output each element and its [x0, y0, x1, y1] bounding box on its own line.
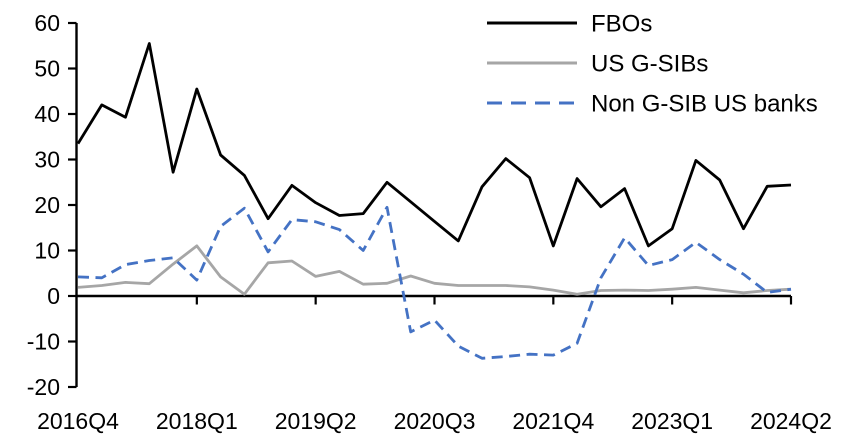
- y-tick-label: 0: [47, 283, 60, 309]
- legend-label: Non G-SIB US banks: [591, 91, 818, 118]
- series-lines: [76, 42, 792, 360]
- x-tick-label: 2023Q1: [631, 408, 713, 434]
- y-tick-label: 30: [34, 147, 60, 173]
- legend-item-non-g-sib-us-banks: Non G-SIB US banks: [487, 91, 818, 118]
- y-tick-label: 50: [34, 56, 60, 82]
- chart-legend: FBOs US G-SIBs Non G-SIB US banks: [487, 11, 818, 118]
- x-tick-label: 2018Q1: [156, 408, 238, 434]
- x-tick-label: 2021Q4: [512, 408, 594, 434]
- y-tick-label: 60: [34, 10, 60, 36]
- y-tick-label: 40: [34, 101, 60, 127]
- y-tick-label: 20: [34, 192, 60, 218]
- x-tick-label: 2019Q2: [275, 408, 357, 434]
- y-tick-label: 10: [34, 238, 60, 264]
- axes: 60 50 40 30 20 10 0 -10 -20 2016Q4 2018Q1 2019Q2 202…: [27, 10, 832, 434]
- legend-item-us-g-sibs: US G-SIBs: [487, 51, 708, 78]
- legend-label: US G-SIBs: [591, 51, 708, 78]
- legend-item-fbos: FBOs: [487, 11, 652, 38]
- series-line-us-g-sibs: [77, 244, 792, 296]
- x-tick-label: 2016Q4: [37, 408, 119, 434]
- series-line-non-g-sib-us-banks: [77, 205, 792, 360]
- y-tick-label: -20: [27, 374, 60, 400]
- x-tick-label: 2020Q3: [394, 408, 476, 434]
- series-line-fbos: [76, 42, 792, 248]
- legend-label: FBOs: [591, 11, 652, 38]
- y-tick-label: -10: [27, 329, 60, 355]
- x-tick-label: 2024Q2: [750, 408, 832, 434]
